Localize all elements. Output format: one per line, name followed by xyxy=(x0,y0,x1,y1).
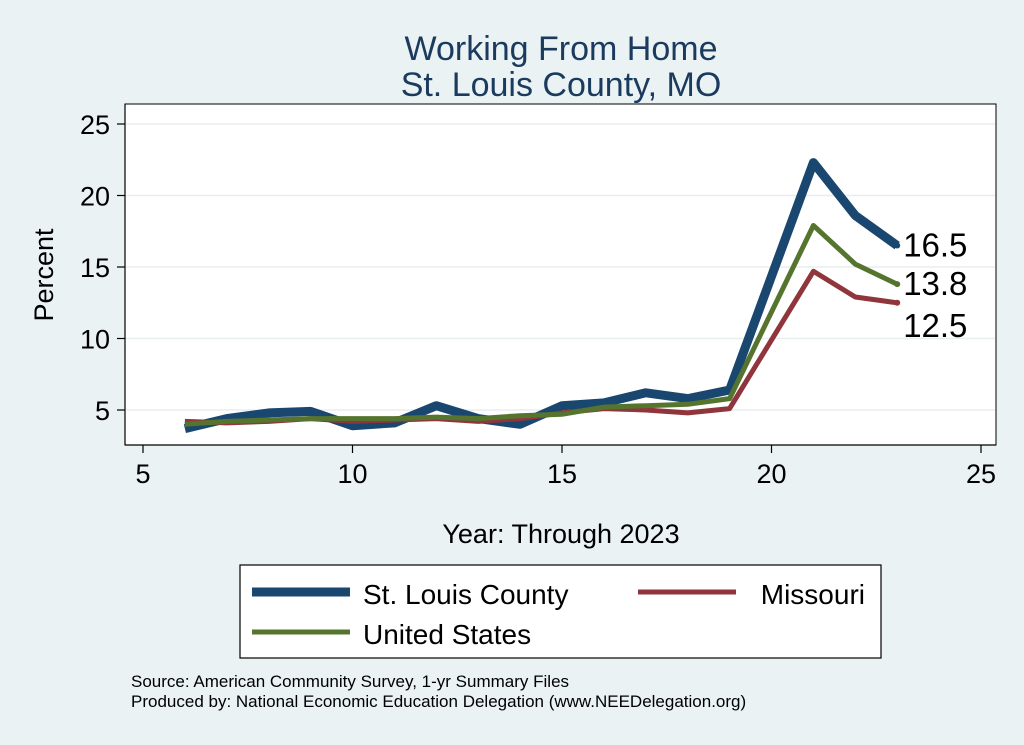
chart-title: Working From Home xyxy=(405,30,718,68)
series-line-st-louis-county xyxy=(183,158,900,433)
end-marker-united-states xyxy=(894,281,901,288)
end-marker-missouri xyxy=(894,299,901,306)
end-label-st-louis-county: 16.5 xyxy=(903,227,967,264)
x-tick-label: 20 xyxy=(756,459,786,489)
x-axis-title: Year: Through 2023 xyxy=(442,519,679,549)
end-marker-st-louis-county xyxy=(894,242,901,249)
grid xyxy=(126,123,995,411)
y-tick-label: 10 xyxy=(80,325,110,355)
legend xyxy=(239,564,882,659)
axes xyxy=(124,104,996,446)
end-label-united-states: 13.8 xyxy=(903,265,967,302)
x-tick-label: 10 xyxy=(337,459,367,489)
x-tick-label: 5 xyxy=(135,459,150,489)
plot-area xyxy=(124,103,997,446)
source-note: Source: American Community Survey, 1-yr … xyxy=(131,672,570,691)
y-axis-title: Percent xyxy=(29,228,59,322)
end-label-missouri: 12.5 xyxy=(903,307,967,344)
legend-label-missouri: Missouri xyxy=(761,579,865,610)
tick-labels: 5 10 15 20 25 5 10 15 20 25 xyxy=(80,110,996,489)
y-tick-label: 20 xyxy=(80,182,110,212)
y-tick-label: 5 xyxy=(95,396,110,426)
chart-subtitle: St. Louis County, MO xyxy=(401,66,722,104)
y-tick-label: 15 xyxy=(80,253,110,283)
x-tick-label: 15 xyxy=(547,459,577,489)
legend-label-united-states: United States xyxy=(363,619,531,650)
producer-note: Produced by: National Economic Education… xyxy=(131,692,747,711)
legend-entries: St. Louis County Missouri United States xyxy=(252,579,865,650)
end-labels: 16.5 12.5 13.8 xyxy=(903,227,967,344)
series-lines xyxy=(183,158,901,433)
legend-label-st-louis-county: St. Louis County xyxy=(363,579,568,610)
series-line-united-states xyxy=(184,223,899,427)
y-tick-label: 25 xyxy=(80,110,110,140)
x-tick-label: 25 xyxy=(966,459,996,489)
